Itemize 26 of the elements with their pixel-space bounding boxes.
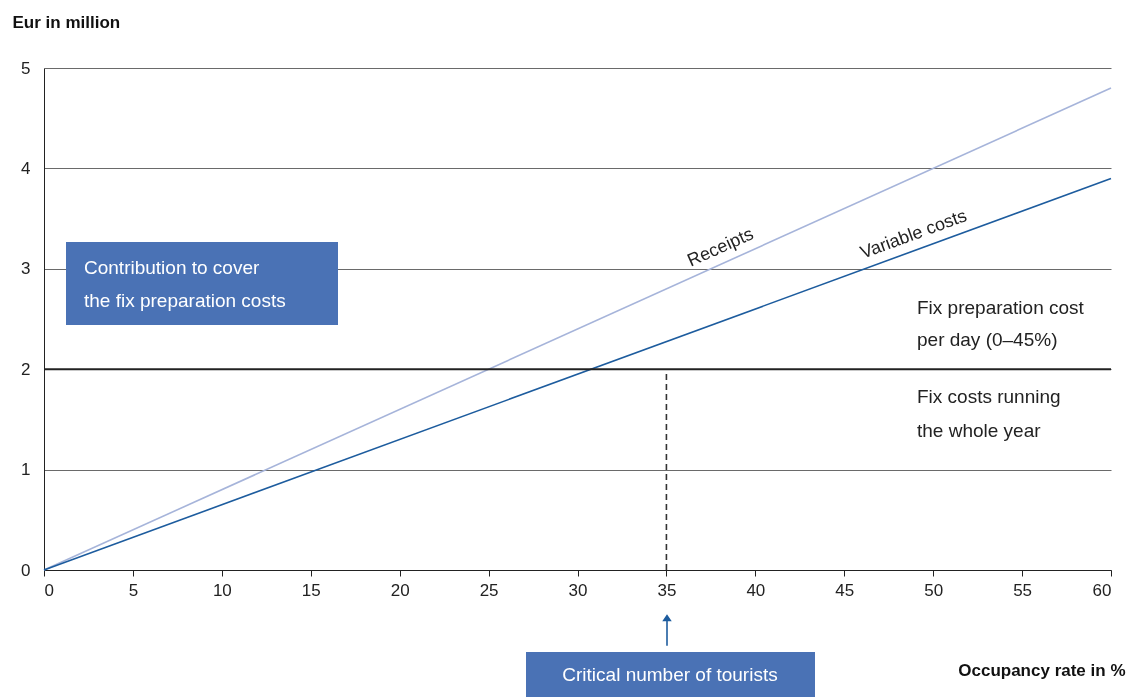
x-tick-label: 40 xyxy=(746,580,766,600)
x-axis-title: Occupancy rate in % xyxy=(958,660,1126,680)
x-tick-label: 15 xyxy=(301,580,321,600)
x-tick-label: 0 xyxy=(44,580,54,600)
text: Variable costs xyxy=(857,205,970,263)
x-tick-label: 25 xyxy=(479,580,499,600)
x-tick-label: 55 xyxy=(1013,580,1033,600)
x-tick-label: 35 xyxy=(657,580,677,600)
x-tick-label: 20 xyxy=(390,580,410,600)
y-tick-label: 3 xyxy=(21,259,31,279)
y-tick-label: 5 xyxy=(21,58,31,78)
annotation: Contribution to cover the fix preparation costs xyxy=(84,257,286,311)
x-tick-label: 5 xyxy=(128,580,139,600)
y-tick-label: 2 xyxy=(21,359,31,379)
x-tick-label: 10 xyxy=(212,580,232,600)
y-axis-title: Eur in million xyxy=(12,12,121,32)
annotation: Fix preparation cost per day (0–45%) xyxy=(917,297,1085,350)
x-tick-label: 45 xyxy=(835,580,855,600)
y-tick-label: 0 xyxy=(21,560,31,580)
x-tick-label: 30 xyxy=(568,580,588,600)
annotation: Fix costs running the whole year xyxy=(917,386,1061,441)
y-tick-label: 4 xyxy=(21,158,31,178)
x-tick-label: 50 xyxy=(924,580,944,600)
x-tick-label: 60 xyxy=(1092,580,1112,600)
y-tick-label: 1 xyxy=(21,460,31,480)
text: Critical number of tourists xyxy=(562,664,778,685)
